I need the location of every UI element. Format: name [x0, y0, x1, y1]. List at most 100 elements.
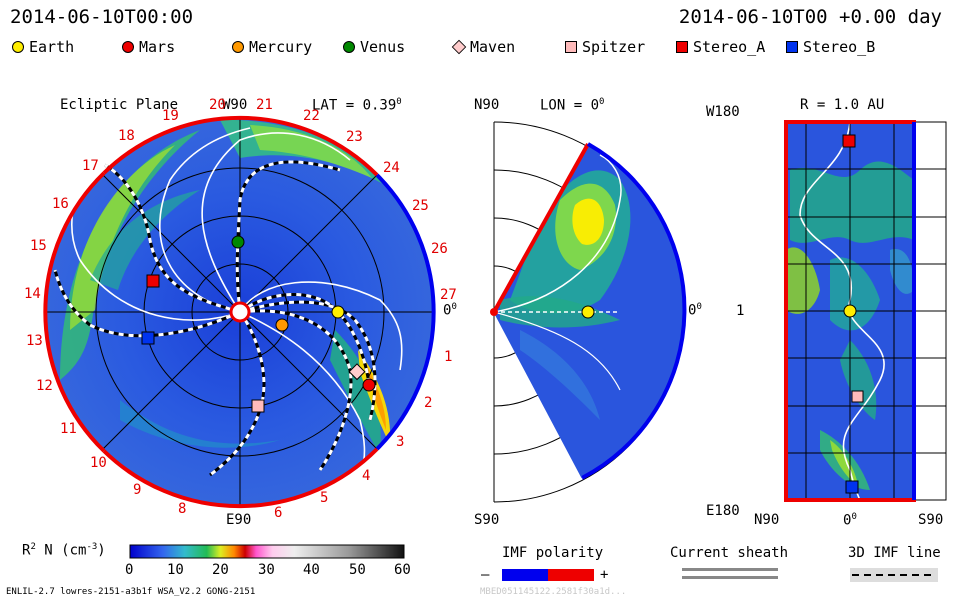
carrington-number: 19	[162, 108, 179, 124]
carrington-number: 4	[362, 468, 371, 484]
carrington-number: 1	[444, 349, 453, 365]
rim-negative	[375, 173, 436, 451]
legend-label: Earth	[29, 38, 75, 56]
meridional-field-line	[493, 311, 621, 391]
carrington-number: 25	[412, 198, 429, 214]
radial-mid-label: 1	[736, 303, 745, 319]
radial-x-label-zero: 00	[843, 512, 857, 529]
spitzer-marker	[251, 399, 265, 413]
carrington-number: 21	[256, 97, 273, 113]
imf-polarity-plus: +	[600, 567, 609, 583]
timestamp-right: 2014-06-10T00 +0.00 day	[678, 6, 942, 28]
meridional-right-label: 00	[688, 302, 702, 319]
venus-marker-icon	[343, 41, 355, 53]
spitzer-marker-rad	[851, 390, 864, 403]
legend-item-maven: Maven	[451, 38, 515, 56]
legend-label: Stereo_B	[803, 38, 876, 56]
imf-polarity-title: IMF polarity	[502, 545, 604, 561]
ecliptic-field-lines	[70, 127, 403, 471]
carrington-number: 5	[320, 490, 329, 506]
rim-positive	[102, 115, 379, 177]
legend-item-earth: Earth	[12, 38, 74, 56]
earth-marker-icon	[12, 41, 24, 53]
carrington-number: 20	[209, 97, 226, 113]
sun-icon	[490, 308, 498, 316]
legend-item-venus: Venus	[343, 38, 405, 56]
legend-label: Venus	[360, 38, 406, 56]
maven-marker	[348, 363, 366, 381]
legend-item-spitzer: Spitzer	[565, 38, 645, 56]
footer-run-id: MBED051145122.2581f30a1d...	[480, 587, 627, 597]
carrington-number: 16	[52, 196, 69, 212]
meridional-panel	[490, 121, 687, 503]
venus-marker	[231, 235, 245, 249]
carrington-number: 11	[60, 421, 77, 437]
colorbar-tick: 30	[258, 562, 275, 578]
legend-item-mars: Mars	[122, 38, 175, 56]
sun-icon	[229, 301, 251, 323]
legend-label: Mars	[139, 38, 176, 56]
imf-polarity-negative	[502, 569, 548, 581]
rim-positive	[43, 171, 106, 453]
mercury-marker	[275, 318, 289, 332]
legend-label: Mercury	[249, 38, 313, 56]
meridional-rim-positive	[492, 143, 590, 313]
timestamp-left: 2014-06-10T00:00	[10, 6, 194, 28]
ecliptic-lat-label: LAT = 0.390	[312, 97, 402, 114]
earth-marker-mer	[581, 305, 595, 319]
ecliptic-imf-lines	[53, 160, 377, 477]
ecliptic-top-label: W90	[222, 97, 248, 113]
carrington-number: 27	[440, 287, 457, 303]
colorbar-tick: 50	[349, 562, 366, 578]
mercury-marker-icon	[232, 41, 244, 53]
mars-marker-icon	[122, 41, 134, 53]
colorbar-tick: 10	[167, 562, 184, 578]
carrington-number: 23	[346, 129, 363, 145]
footer-model-info: ENLIL-2.7 lowres-2151-a3b1f WSA_V2.2 GON…	[6, 587, 256, 597]
stereo-b-marker-ecl	[141, 331, 155, 345]
legend-item-stereo-b: Stereo_B	[786, 38, 875, 56]
current-sheath-line	[682, 568, 778, 571]
carrington-number: 22	[303, 108, 320, 124]
colorbar-tick: 60	[394, 562, 411, 578]
meridional-lon-label: LON = 00	[540, 97, 605, 114]
colorbar	[129, 544, 405, 559]
radial-x-label-n90: N90	[754, 512, 780, 528]
earth-marker	[331, 305, 345, 319]
radial-x-label-s90: S90	[918, 512, 944, 528]
radial-top-left-label: W180	[706, 104, 740, 120]
legend-item-stereo-a: Stereo_A	[676, 38, 765, 56]
ecliptic-bottom-label: E90	[226, 512, 252, 528]
rim-positive	[102, 447, 379, 509]
legend-label: Stereo_A	[693, 38, 766, 56]
colorbar-tick: 0	[125, 562, 134, 578]
colorbar-gradient	[129, 544, 405, 559]
earth-marker-rad	[843, 304, 857, 318]
stereo-b-marker-icon	[786, 41, 798, 53]
carrington-number: 8	[178, 501, 187, 517]
stereo-a-marker-icon	[676, 41, 688, 53]
colorbar-tick: 20	[212, 562, 229, 578]
carrington-number: 2	[424, 395, 433, 411]
stereo-a-marker-ecl	[146, 274, 160, 288]
carrington-number: 3	[396, 434, 405, 450]
carrington-number: 26	[431, 241, 448, 257]
carrington-number: 24	[383, 160, 400, 176]
carrington-number: 6	[274, 505, 283, 521]
meridional-rim-negative	[581, 142, 687, 480]
carrington-number: 9	[133, 482, 142, 498]
imf-line-title: 3D IMF line	[848, 545, 941, 561]
colorbar-label: R2 N (cm-3)	[22, 542, 106, 559]
current-sheath-line	[682, 576, 778, 579]
carrington-number: 10	[90, 455, 107, 471]
mars-marker	[362, 378, 376, 392]
carrington-number: 18	[118, 128, 135, 144]
carrington-number: 17	[82, 158, 99, 174]
spitzer-marker-icon	[565, 41, 577, 53]
carrington-number: 13	[26, 333, 43, 349]
ecliptic-title: Ecliptic Plane	[60, 97, 179, 113]
colorbar-tick: 40	[303, 562, 320, 578]
ecliptic-panel	[43, 115, 436, 509]
radial-bottom-left-label: E180	[706, 503, 740, 519]
